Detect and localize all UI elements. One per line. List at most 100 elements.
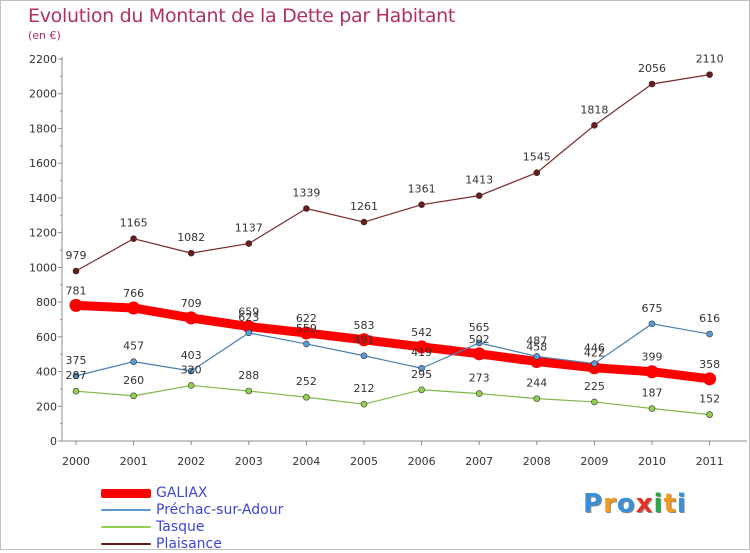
data-label: 542 [411,326,432,339]
y-tick-label: 800 [36,296,57,309]
x-tick-label: 2008 [523,455,551,468]
series-line [75,323,711,377]
y-tick-label: 600 [36,331,57,344]
data-point [130,235,137,243]
data-label: 187 [642,387,663,400]
data-label: 659 [238,306,259,319]
series-galiax [69,298,717,386]
data-label: 1261 [350,200,378,213]
data-label: 152 [699,393,720,406]
legend-swatch [101,543,151,545]
data-label: 287 [66,369,87,382]
data-point [357,333,371,347]
series-plaisance [72,71,713,275]
data-label: 2056 [638,62,666,75]
data-point [72,387,80,395]
y-tick-label: 1600 [29,157,57,170]
data-point [245,240,253,247]
data-point [245,387,253,395]
data-label: 623 [238,311,259,324]
data-point [706,411,713,418]
data-label: 225 [584,380,605,393]
data-label: 252 [296,375,317,388]
legend-swatch [101,489,151,498]
y-tick-label: 1400 [29,192,57,205]
data-point [475,339,483,347]
data-point [130,358,137,365]
y-tick-label: 1200 [29,227,57,240]
data-point [418,201,425,208]
legend-label: GALIAX [156,485,208,501]
data-label: 781 [66,284,87,297]
data-label: 244 [526,377,547,390]
data-label: 675 [642,302,663,315]
series-line [75,74,711,272]
data-label: 288 [238,369,259,382]
data-label: 1082 [177,231,205,244]
series-line [71,300,715,384]
data-label: 502 [469,333,490,346]
x-tick-label: 2007 [465,455,493,468]
data-point [703,372,717,386]
chart-series: 781 766 709 659 622 583 542 502 458 422 399 358 375 4… [66,53,724,418]
data-point [72,267,80,275]
y-tick-label: 2000 [29,88,57,101]
data-point [706,330,713,338]
data-point [472,347,486,361]
data-label: 212 [354,382,375,395]
data-point [418,364,425,372]
y-tick-label: 400 [36,366,57,379]
data-point [360,352,368,360]
data-label: 457 [123,340,144,353]
data-point [303,205,310,212]
data-label: 1818 [580,103,608,116]
chart-title: Evolution du Montant de la Dette par Hab… [28,5,456,27]
data-point [475,390,483,397]
x-tick-label: 2002 [177,455,205,468]
series-pr-chac-sur-adour [72,320,713,380]
x-tick-label: 2006 [408,455,436,468]
data-label: 1339 [292,187,320,200]
logo-letter: i [676,489,687,519]
logo-letter: t [663,489,677,519]
data-label: 709 [181,297,202,310]
x-tick-label: 2004 [292,455,320,468]
data-point [303,340,310,348]
data-point [242,320,256,334]
data-label: 766 [123,287,144,300]
data-label: 1545 [523,151,551,164]
x-tick-label: 2010 [638,455,666,468]
data-point [69,298,83,312]
x-tick-label: 2005 [350,455,378,468]
chart-subtitle: (en €) [28,29,61,42]
y-tick-label: 1000 [29,261,57,274]
data-label: 273 [469,372,490,385]
series-tasque [72,382,713,418]
data-label: 583 [354,319,375,332]
logo-letter: i [653,489,664,519]
data-point [591,360,598,367]
data-point [648,405,656,412]
data-label: 399 [642,351,663,364]
legend-swatch [101,509,151,511]
y-tick-label: 2200 [29,53,57,66]
data-point [299,326,313,340]
data-point [591,398,598,406]
data-label: 320 [181,363,202,376]
data-label: 1137 [235,222,263,235]
data-point [72,372,80,380]
data-label: 622 [296,312,317,325]
y-tick-label: 200 [36,400,57,413]
data-label: 1165 [120,217,148,230]
logo-letter: P [583,489,604,519]
data-label: 1361 [408,183,436,196]
x-tick-label: 2001 [120,455,148,468]
legend-swatch [101,526,151,528]
data-label: 260 [123,374,144,387]
data-point [475,192,483,199]
legend-label: Plaisance [156,536,222,552]
data-point [645,365,659,379]
data-point [360,400,368,408]
data-point [184,311,198,325]
